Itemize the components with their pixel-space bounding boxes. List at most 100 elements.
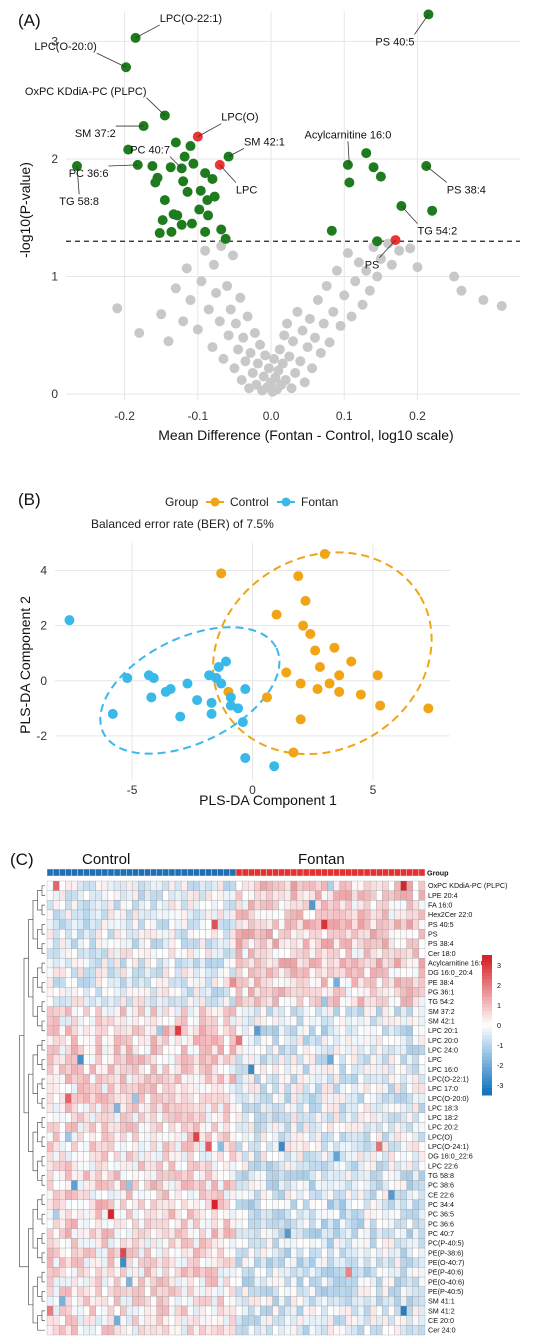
heatmap-cell <box>187 1112 194 1123</box>
heatmap-cell <box>162 1238 170 1249</box>
heatmap-cell <box>266 1257 273 1268</box>
heatmap-cell <box>369 909 377 920</box>
heatmap-cell <box>113 1189 121 1200</box>
heatmap-cell <box>254 1083 261 1094</box>
heatmap-cell <box>412 1209 420 1220</box>
heatmap-cell <box>65 900 72 911</box>
heatmap-cell <box>345 1083 352 1094</box>
heatmap-cell <box>65 1131 72 1142</box>
volcano-point-nonsignificant <box>321 280 332 291</box>
heatmap-cell <box>95 1083 103 1094</box>
heatmap-cell <box>132 890 139 901</box>
heatmap-cell <box>150 987 157 998</box>
plsda-points <box>64 549 434 772</box>
heatmap-cell <box>168 1112 176 1123</box>
heatmap-cell <box>363 900 371 911</box>
heatmap-cell <box>205 967 212 978</box>
dendrogram-branch <box>37 1238 42 1259</box>
heatmap-cell <box>126 1276 133 1287</box>
heatmap-cell <box>241 1228 249 1239</box>
heatmap-cell <box>89 1035 96 1046</box>
heatmap-group-cell <box>382 868 389 877</box>
heatmap-cell <box>199 938 206 949</box>
heatmap-cell <box>363 1035 371 1046</box>
heatmap-cell <box>77 1103 84 1113</box>
heatmap-cell <box>71 1025 78 1036</box>
heatmap-cell <box>205 1160 212 1171</box>
heatmap-cell <box>65 1035 72 1046</box>
heatmap-cell <box>260 1209 267 1220</box>
plsda-point-control <box>329 642 340 653</box>
heatmap-cell <box>400 1218 407 1229</box>
heatmap-cell <box>260 1170 267 1181</box>
heatmap-cell <box>77 1238 84 1249</box>
heatmap-cell <box>113 1228 121 1239</box>
heatmap-cell <box>388 996 395 1007</box>
heatmap-cell <box>345 1045 352 1056</box>
heatmap-cell <box>83 1180 90 1191</box>
heatmap-cell <box>217 1238 224 1249</box>
heatmap-cell <box>83 1160 90 1171</box>
color-scale-step <box>482 1084 492 1089</box>
heatmap-cell <box>351 1006 359 1017</box>
heatmap-cell <box>388 1151 395 1162</box>
heatmap-cell <box>333 977 340 988</box>
heatmap-cell <box>302 977 310 988</box>
heatmap-cell <box>193 1122 200 1133</box>
heatmap-cell <box>205 977 212 988</box>
heatmap-cell <box>400 1016 407 1027</box>
heatmap-cell <box>107 900 115 911</box>
heatmap-cell <box>260 1064 267 1075</box>
heatmap-cell <box>315 919 322 930</box>
heatmap-cell <box>223 919 231 930</box>
heatmap-cell <box>95 1131 103 1142</box>
heatmap-cell <box>394 1286 401 1297</box>
heatmap-cell <box>363 1112 371 1123</box>
heatmap-cell <box>296 1315 304 1326</box>
heatmap-cell <box>83 1083 90 1094</box>
heatmap-cell <box>162 1209 170 1220</box>
heatmap-cell <box>309 1141 316 1152</box>
heatmap-cell <box>126 1035 133 1046</box>
heatmap-cell <box>229 1025 237 1036</box>
heatmap-cell <box>357 880 365 891</box>
heatmap-cell <box>229 1276 237 1287</box>
heatmap-cell <box>107 1170 115 1181</box>
heatmap-cell <box>89 1054 96 1065</box>
heatmap-cell <box>46 1247 54 1258</box>
heatmap-cell <box>382 996 389 1007</box>
heatmap-cell <box>71 1112 78 1123</box>
heatmap-cell <box>284 1016 292 1027</box>
heatmap-cell <box>357 1170 365 1181</box>
heatmap-cell <box>126 1180 133 1191</box>
heatmap-cell <box>144 1189 151 1200</box>
heatmap-cell <box>309 1074 316 1085</box>
heatmap-cell <box>406 1093 413 1104</box>
dendrogram-branch <box>32 899 38 940</box>
heatmap-cell <box>254 1064 261 1075</box>
heatmap-cell <box>388 1064 395 1075</box>
heatmap-cell <box>260 1218 267 1229</box>
heatmap-cell <box>235 1296 243 1307</box>
heatmap-cell <box>144 1054 151 1065</box>
heatmap-cell <box>126 1296 133 1307</box>
heatmap-cell <box>400 1074 407 1085</box>
heatmap-cell <box>309 909 316 920</box>
heatmap-cell <box>284 929 292 940</box>
heatmap-cell <box>132 1170 139 1181</box>
heatmap-cell <box>199 890 206 901</box>
heatmap-cell <box>144 880 151 891</box>
heatmap-cell <box>205 987 212 998</box>
heatmap-cell <box>217 1218 224 1229</box>
heatmap-cell <box>315 1160 322 1171</box>
heatmap-group-cell <box>205 868 212 877</box>
heatmap-cell <box>272 1325 279 1336</box>
heatmap-cell <box>254 890 261 901</box>
heatmap-cell <box>363 1006 371 1017</box>
heatmap-cell <box>394 1035 401 1046</box>
heatmap-cell <box>260 1325 267 1336</box>
volcano-point-nonsignificant <box>284 351 295 362</box>
heatmap-cell <box>412 1074 420 1085</box>
heatmap-cell <box>180 900 188 911</box>
heatmap-cell <box>211 1180 218 1191</box>
